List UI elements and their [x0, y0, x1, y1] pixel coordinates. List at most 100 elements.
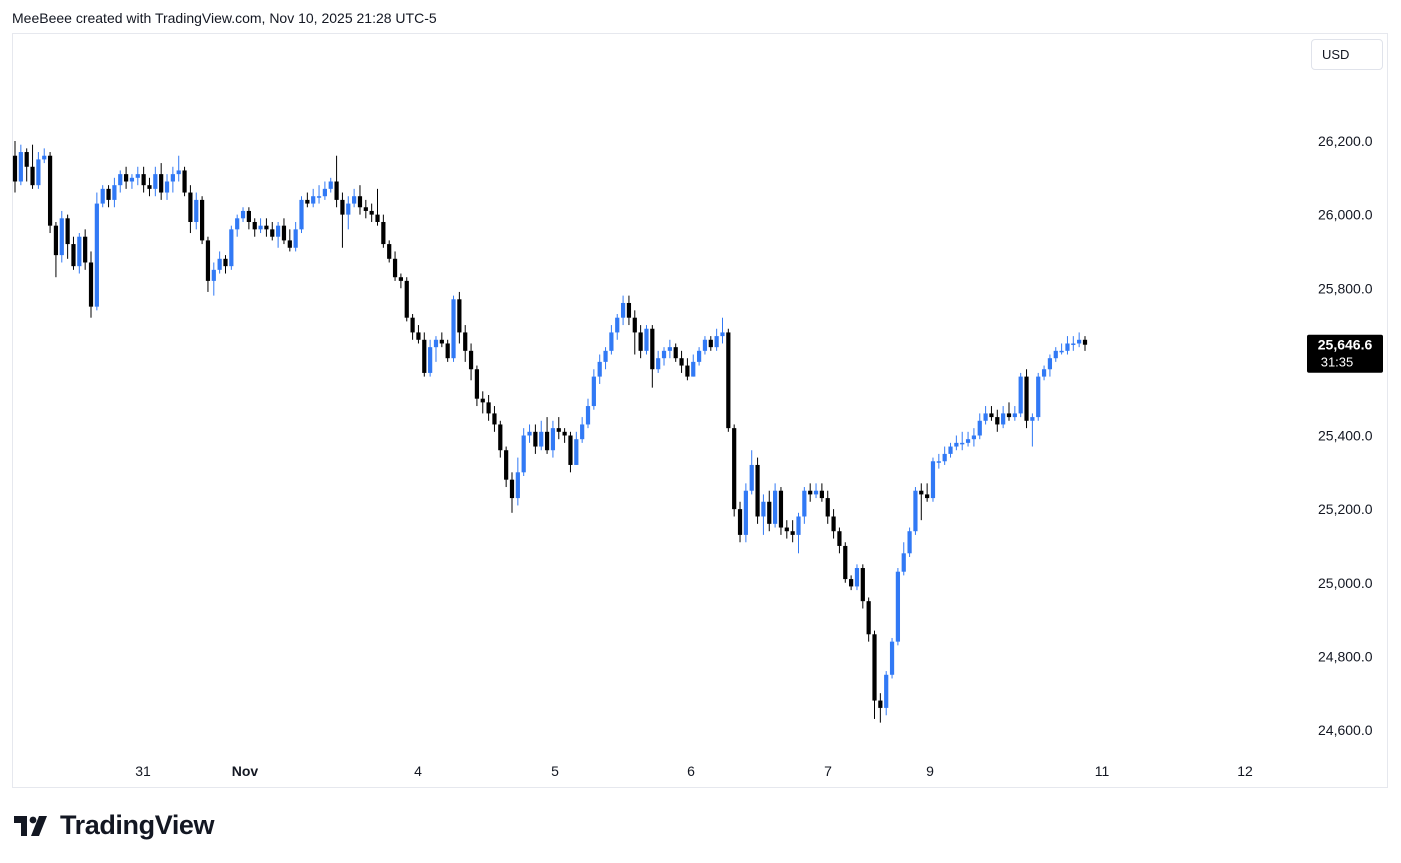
candle[interactable] — [714, 328, 719, 351]
candle[interactable] — [527, 424, 532, 443]
candle[interactable] — [235, 214, 240, 237]
candle[interactable] — [264, 218, 269, 237]
candle[interactable] — [141, 166, 146, 193]
candle[interactable] — [831, 509, 836, 539]
candle[interactable] — [708, 336, 713, 351]
candle[interactable] — [468, 343, 474, 381]
candle[interactable] — [726, 328, 731, 432]
candle[interactable] — [311, 188, 316, 208]
candle[interactable] — [387, 240, 392, 263]
candle[interactable] — [837, 527, 842, 554]
candle[interactable] — [340, 192, 345, 248]
candle[interactable] — [369, 203, 374, 222]
candle[interactable] — [965, 431, 971, 447]
candle[interactable] — [849, 575, 854, 591]
candle[interactable] — [392, 251, 398, 281]
candle[interactable] — [316, 185, 322, 204]
candle[interactable] — [995, 409, 1000, 432]
candle[interactable] — [679, 350, 684, 373]
candle[interactable] — [673, 343, 678, 362]
candle[interactable] — [199, 196, 205, 245]
candle[interactable] — [252, 218, 257, 237]
candle[interactable] — [597, 354, 602, 384]
candle[interactable] — [118, 170, 123, 193]
candle[interactable] — [59, 210, 64, 263]
candle[interactable] — [743, 483, 748, 543]
candle[interactable] — [258, 218, 263, 234]
candle[interactable] — [416, 325, 421, 344]
candle[interactable] — [773, 483, 778, 528]
candle[interactable] — [88, 251, 94, 318]
candle[interactable] — [410, 314, 415, 340]
tradingview-logo[interactable]: TradingView — [14, 810, 215, 841]
candle[interactable] — [685, 358, 690, 381]
candle[interactable] — [562, 428, 567, 443]
candle[interactable] — [1036, 372, 1041, 421]
candle[interactable] — [375, 188, 380, 226]
candle[interactable] — [661, 347, 667, 366]
candle[interactable] — [123, 166, 129, 189]
candle[interactable] — [667, 339, 672, 359]
candle[interactable] — [334, 155, 339, 208]
candle[interactable] — [30, 144, 35, 189]
candle[interactable] — [895, 568, 901, 646]
candle[interactable] — [474, 365, 480, 407]
candle[interactable] — [205, 236, 211, 292]
candle[interactable] — [960, 431, 965, 451]
candle[interactable] — [71, 236, 76, 270]
candle[interactable] — [884, 671, 889, 716]
candle[interactable] — [544, 417, 550, 454]
candle[interactable] — [813, 483, 819, 499]
candle[interactable] — [1006, 402, 1012, 421]
candle[interactable] — [509, 472, 515, 513]
candle[interactable] — [749, 450, 754, 495]
candle[interactable] — [854, 564, 860, 591]
candle[interactable] — [930, 457, 936, 502]
candle[interactable] — [691, 354, 696, 377]
candle[interactable] — [644, 325, 649, 355]
candle[interactable] — [457, 291, 462, 344]
candle[interactable] — [948, 442, 953, 458]
candle[interactable] — [755, 457, 760, 524]
candle[interactable] — [1059, 343, 1064, 355]
candle[interactable] — [650, 325, 655, 388]
candle[interactable] — [556, 417, 561, 440]
candle[interactable] — [1030, 413, 1035, 447]
candle[interactable] — [819, 483, 824, 502]
candle[interactable] — [1012, 406, 1017, 421]
candle[interactable] — [504, 446, 509, 488]
candle[interactable] — [1077, 332, 1082, 348]
candle[interactable] — [585, 398, 591, 429]
candle[interactable] — [989, 406, 994, 421]
candle[interactable] — [539, 420, 544, 451]
candle[interactable] — [761, 494, 766, 535]
candle[interactable] — [521, 428, 526, 476]
candle[interactable] — [357, 185, 363, 215]
candle[interactable] — [878, 693, 883, 723]
candle[interactable] — [626, 295, 632, 326]
candle[interactable] — [281, 218, 287, 245]
candle[interactable] — [381, 214, 386, 248]
candle[interactable] — [129, 174, 135, 189]
candle[interactable] — [217, 251, 222, 274]
candle[interactable] — [422, 332, 427, 377]
candle[interactable] — [591, 369, 596, 410]
candle[interactable] — [47, 152, 53, 234]
candle[interactable] — [889, 637, 895, 679]
candle[interactable] — [778, 487, 784, 535]
candle[interactable] — [843, 542, 848, 583]
candle[interactable] — [767, 490, 772, 532]
candle[interactable] — [480, 391, 485, 414]
candle[interactable] — [486, 395, 491, 421]
candle[interactable] — [492, 406, 497, 432]
candle[interactable] — [498, 420, 503, 458]
candle[interactable] — [702, 336, 708, 355]
candle[interactable] — [36, 152, 41, 189]
candle[interactable] — [305, 192, 310, 208]
candle[interactable] — [796, 512, 801, 554]
candle[interactable] — [240, 207, 246, 222]
candle[interactable] — [170, 166, 175, 193]
candle[interactable] — [568, 431, 573, 473]
candle[interactable] — [94, 192, 99, 311]
